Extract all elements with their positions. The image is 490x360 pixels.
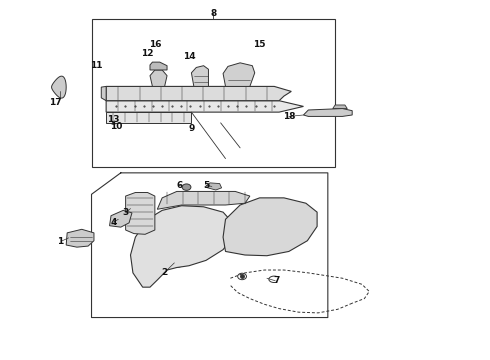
Polygon shape xyxy=(111,120,117,125)
Polygon shape xyxy=(205,183,221,190)
Text: 17: 17 xyxy=(49,98,61,107)
Polygon shape xyxy=(106,112,192,123)
Ellipse shape xyxy=(172,231,192,251)
Ellipse shape xyxy=(161,221,202,260)
Polygon shape xyxy=(223,198,317,256)
Text: 8: 8 xyxy=(210,9,217,18)
Polygon shape xyxy=(106,86,291,101)
Text: 11: 11 xyxy=(90,61,102,70)
Text: 15: 15 xyxy=(253,40,266,49)
Ellipse shape xyxy=(261,215,283,234)
Polygon shape xyxy=(223,63,255,86)
Polygon shape xyxy=(150,70,167,86)
Text: 6: 6 xyxy=(176,181,182,190)
Text: 13: 13 xyxy=(107,116,120,125)
Polygon shape xyxy=(125,193,155,234)
Polygon shape xyxy=(192,66,208,86)
Ellipse shape xyxy=(248,205,295,244)
Polygon shape xyxy=(303,109,352,116)
Text: 4: 4 xyxy=(110,218,117,227)
Ellipse shape xyxy=(179,91,194,96)
Text: 9: 9 xyxy=(188,124,195,133)
Text: 10: 10 xyxy=(110,122,122,131)
Polygon shape xyxy=(51,76,66,98)
Polygon shape xyxy=(150,62,167,70)
Text: 3: 3 xyxy=(122,208,129,217)
Text: 12: 12 xyxy=(141,49,154,58)
Ellipse shape xyxy=(211,91,225,96)
Polygon shape xyxy=(110,114,117,120)
Polygon shape xyxy=(333,105,347,109)
Ellipse shape xyxy=(171,260,183,267)
Text: 14: 14 xyxy=(183,52,196,61)
Circle shape xyxy=(182,184,191,190)
Polygon shape xyxy=(110,210,132,227)
Polygon shape xyxy=(157,192,250,209)
Text: 1: 1 xyxy=(57,237,63,246)
Text: 18: 18 xyxy=(283,112,295,121)
Polygon shape xyxy=(106,101,303,112)
Polygon shape xyxy=(101,86,106,101)
Text: 2: 2 xyxy=(162,268,168,277)
Ellipse shape xyxy=(145,91,160,96)
Text: 16: 16 xyxy=(148,40,161,49)
Ellipse shape xyxy=(283,242,295,249)
Polygon shape xyxy=(130,206,233,287)
Polygon shape xyxy=(66,229,94,247)
Text: 5: 5 xyxy=(203,181,209,190)
Text: 7: 7 xyxy=(273,276,280,285)
